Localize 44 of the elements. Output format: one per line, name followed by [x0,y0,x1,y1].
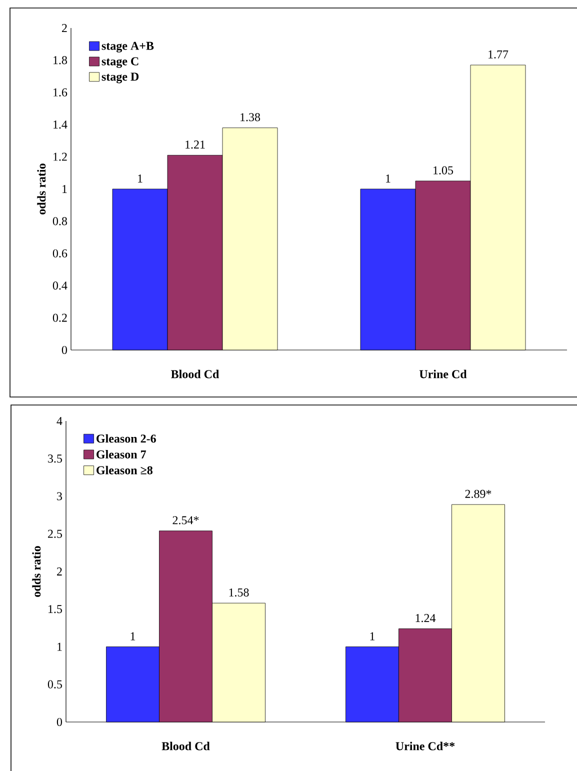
y-tick-label: 4 [56,417,62,425]
data-label: 1.58 [229,588,249,597]
legend-label: Gleason 2-6 [96,434,156,443]
y-tick-label: 0.5 [48,680,62,688]
x-tick-label: Urine Cd [419,370,467,378]
x-tick-label: Blood Cd [171,370,220,378]
y-tick-label: 1 [58,642,62,651]
y-tick-label: 1.5 [48,605,62,614]
y-tick-label: 3 [57,492,62,500]
data-label: 1.05 [434,166,454,174]
y-tick-label: 1 [62,185,67,193]
data-label: 1.24 [416,614,436,622]
y-tick-label: 2 [62,24,67,32]
y-tick-label: 1.8 [54,56,67,64]
y-tick-label: 0 [62,346,68,354]
y-tick-label: 1.6 [54,88,68,96]
data-label: 1 [138,174,142,182]
data-label: 1.21 [186,140,205,149]
y-tick-label: 0.4 [52,282,68,290]
y-tick-label: 0.8 [52,217,67,226]
data-label: 1.38 [240,113,260,122]
y-tick-label: 3.5 [48,454,62,463]
y-axis-title: odds ratio [37,164,46,214]
legend-label: Gleason 7 [96,450,146,458]
legend-label: Gleason ≥8 [96,466,152,474]
y-tick-label: 1.4 [54,120,68,129]
y-axis-title: odds ratio [32,546,41,597]
x-tick-label: Urine Cd** [396,742,455,750]
data-label: 1 [370,632,375,640]
y-tick-label: 0.2 [52,314,67,322]
data-label: 1 [386,174,390,182]
data-label: 2.89* [465,490,492,498]
y-tick-label: 0 [56,718,62,726]
legend-label: stage D [102,72,139,84]
y-tick-label: 0.6 [52,249,68,258]
data-label: 1.77 [488,50,508,58]
data-label: 2.54* [172,516,199,524]
legend-label: stage C [102,57,138,68]
y-tick-label: 2.5 [48,530,62,538]
data-label: 1 [130,632,136,640]
y-tick-label: 2 [57,568,62,576]
y-tick-label: 1.2 [54,152,67,161]
x-tick-label: Blood Cd [162,742,210,750]
legend-label: stage A+B [102,42,154,52]
